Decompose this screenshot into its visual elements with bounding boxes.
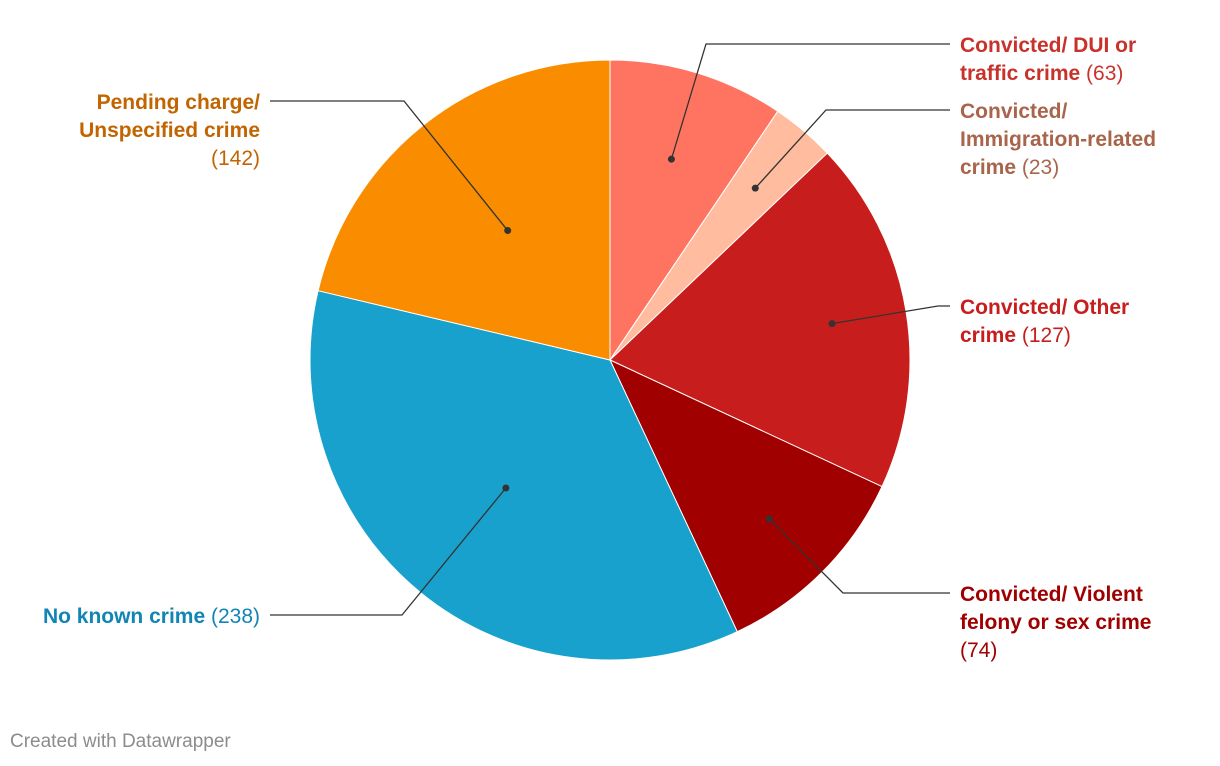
slice-value: (142) [211,147,260,170]
slice-label-convicted-violent-felony-or-sex-crime: Convicted/ Violent felony or sex crime (74… [960,583,1151,662]
pie-slice-pending-charge-unspecified-crime [317,59,611,361]
slice-label-convicted-dui-or-traffic-crime: Convicted/ DUI or traffic crime (63) [960,34,1136,85]
slice-label-line: Convicted/ DUI or [960,34,1136,57]
slice-label-line: Immigration-related [960,128,1156,151]
slice-label-line: Unspecified crime [79,119,260,142]
slice-value: (238) [205,605,260,628]
slice-label-convicted-immigration-related-crime: Convicted/Immigration-related crime (23) [960,100,1156,179]
leader-dot-convicted-violent-felony-or-sex-crime [765,515,773,523]
credit-text: Created with Datawrapper [10,731,231,752]
leader-line-no-known-crime [270,487,507,616]
slice-value: (23) [1016,156,1059,179]
slice-label-pending-charge-unspecified-crime: Pending charge/Unspecified crime (142) [79,91,260,170]
leader-line-pending-charge-unspecified-crime [270,100,509,231]
slice-label-convicted-other-crime: Convicted/ Other crime (127) [960,296,1129,347]
leader-line-convicted-violent-felony-or-sex-crime [768,518,950,594]
slice-value: (127) [1016,324,1071,347]
leader-dot-convicted-immigration-related-crime [751,184,759,192]
slice-label-line: Convicted/ Violent [960,583,1143,606]
slice-label-no-known-crime: No known crime (238) [43,605,260,628]
leader-dot-no-known-crime [502,484,510,492]
slice-labels: Convicted/ DUI or traffic crime (63)Convi… [43,34,1156,662]
leader-line-convicted-dui-or-traffic-crime [670,43,950,160]
slice-label-line: crime [960,156,1016,179]
slice-label-line: Convicted/ Other [960,296,1129,319]
slice-value: (63) [1080,62,1123,85]
slice-label-line: Convicted/ [960,100,1068,123]
slice-label-line: traffic crime [960,62,1080,85]
slice-label-line: crime [960,324,1016,347]
leader-dot-pending-charge-unspecified-crime [504,227,512,235]
leader-dot-convicted-other-crime [828,320,836,328]
slice-label-line: Pending charge/ [97,91,261,114]
leader-line-convicted-other-crime [831,305,950,325]
leader-line-convicted-immigration-related-crime [754,109,950,189]
pie-slices [309,59,911,661]
slice-label-line: felony or sex crime [960,611,1151,634]
leader-dot-convicted-dui-or-traffic-crime [667,155,675,163]
slice-label-line: No known crime [43,605,205,628]
slice-value: (74) [960,639,997,662]
